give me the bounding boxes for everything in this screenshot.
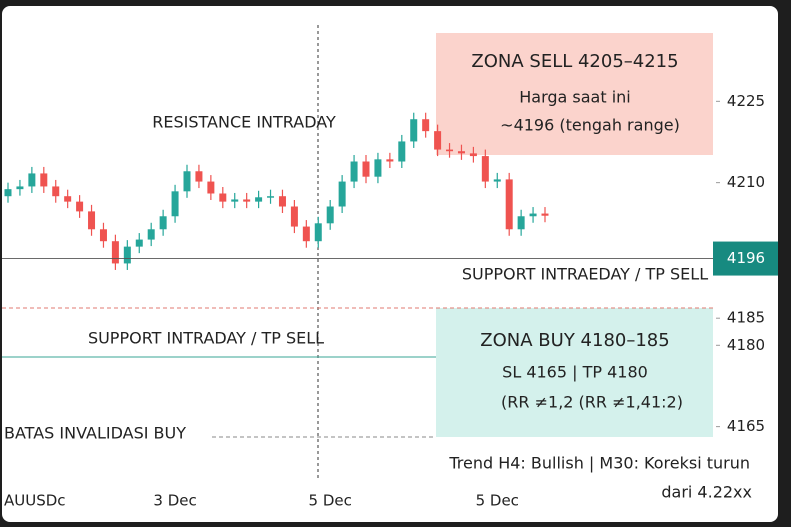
candle-body xyxy=(278,196,286,207)
y-tick-label: 4225 xyxy=(727,92,765,110)
buy-zone-line: SL 4165 | TP 4180 xyxy=(502,363,648,382)
candle-body xyxy=(111,241,119,264)
candle-body xyxy=(434,131,442,150)
candle-body xyxy=(362,161,370,177)
candle-body xyxy=(243,199,251,202)
buy-zone-line: (RR ≠1,2 (RR ≠1,41:2) xyxy=(501,393,683,412)
candle-body xyxy=(52,186,60,197)
candle-body xyxy=(76,201,84,212)
symbol-label: AUUSDc xyxy=(4,492,66,510)
candle-body xyxy=(410,119,418,142)
note: dari 4.22xx xyxy=(661,483,752,502)
candle-body xyxy=(422,119,430,132)
candle-body xyxy=(541,213,549,216)
sell-zone-line: ~4196 (tengah range) xyxy=(500,116,680,135)
candle-body xyxy=(135,239,143,247)
candle-body xyxy=(493,179,501,182)
candle-body xyxy=(529,213,537,217)
candle-body xyxy=(99,229,107,242)
candle-body xyxy=(505,179,513,230)
y-tick-label: 4185 xyxy=(727,309,765,327)
note: Trend H4: Bullish | M30: Koreksi turun xyxy=(448,454,750,473)
candle-body xyxy=(183,171,191,192)
support-label: SUPPORT INTRAEDAY / TP SELL xyxy=(462,265,708,284)
current-price-tag xyxy=(713,241,778,276)
candle-body xyxy=(64,196,72,202)
support-label: SUPPORT INTRADAY / TP SELL xyxy=(88,329,324,348)
candle-body xyxy=(40,173,48,187)
x-tick-label: 5 Dec xyxy=(309,492,352,510)
candle-body xyxy=(457,151,465,154)
candle-body xyxy=(290,206,298,227)
current-price-label: 4196 xyxy=(727,249,765,267)
candle-body xyxy=(195,171,203,182)
candle-body xyxy=(398,141,406,162)
candle-body xyxy=(350,161,358,182)
candle-body xyxy=(446,149,454,152)
candle-body xyxy=(88,211,96,230)
candle-body xyxy=(28,173,36,187)
resistance-label: RESISTANCE INTRADAY xyxy=(152,113,336,132)
invalidation-label: BATAS INVALIDASI BUY xyxy=(4,424,186,443)
candle-body xyxy=(267,196,275,198)
x-tick-label: 5 Dec xyxy=(476,492,519,510)
plot xyxy=(4,112,549,270)
buy-zone xyxy=(436,308,713,437)
y-tick-label: 4180 xyxy=(727,336,765,354)
candle-body xyxy=(302,226,310,242)
y-tick-label: 4210 xyxy=(727,173,765,191)
sell-zone-line: Harga saat ini xyxy=(519,88,631,107)
candle-body xyxy=(386,159,394,162)
buy-zone-title: ZONA BUY 4180–185 xyxy=(480,330,669,351)
candle-body xyxy=(326,206,334,224)
candle-body xyxy=(123,246,131,264)
candle-body xyxy=(231,199,239,202)
candle-body xyxy=(171,191,179,217)
candle-body xyxy=(374,159,382,177)
candle-body xyxy=(219,193,227,202)
y-tick-label: 4165 xyxy=(727,417,765,435)
candle-body xyxy=(517,216,525,230)
candle-body xyxy=(4,189,12,197)
sell-zone xyxy=(436,33,713,155)
candle-body xyxy=(338,181,346,207)
sell-zone-title: ZONA SELL 4205–4215 xyxy=(471,51,678,72)
candle-body xyxy=(159,216,167,230)
candle-body xyxy=(469,153,477,157)
candle-body xyxy=(255,197,263,202)
candle-body xyxy=(314,223,322,242)
x-tick-label: 3 Dec xyxy=(153,492,196,510)
candle-body xyxy=(147,229,155,240)
candle-body xyxy=(207,181,215,194)
candle-body xyxy=(481,156,489,182)
candle-body xyxy=(16,186,24,190)
